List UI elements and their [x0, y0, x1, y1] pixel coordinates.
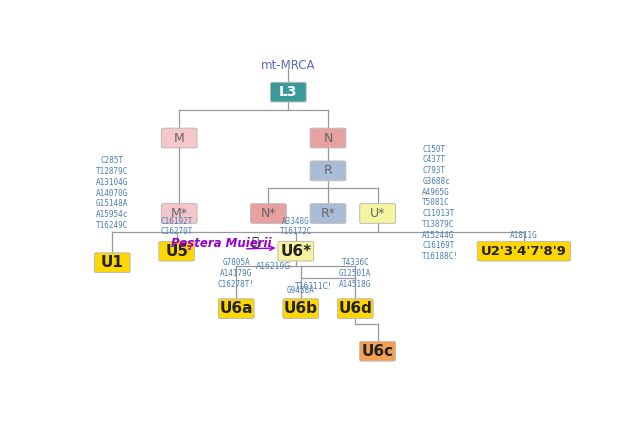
FancyBboxPatch shape — [283, 299, 319, 319]
Text: U6b: U6b — [284, 301, 317, 316]
Text: A16219G: A16219G — [256, 262, 291, 271]
FancyBboxPatch shape — [161, 204, 197, 223]
FancyBboxPatch shape — [218, 299, 254, 319]
Text: N*: N* — [260, 207, 276, 220]
Text: U1: U1 — [101, 255, 124, 270]
Text: A1811G: A1811G — [510, 231, 538, 240]
Text: R*: R* — [321, 207, 335, 220]
Text: C150T
C437T
C793T
G3688c
A4965G
T5081C
C11013T
T13879C
A15244G
C16169T
T16188C!: C150T C437T C793T G3688c A4965G T5081C C… — [422, 144, 460, 261]
FancyBboxPatch shape — [310, 128, 346, 148]
FancyBboxPatch shape — [161, 128, 197, 148]
Text: U*: U* — [370, 207, 385, 220]
FancyBboxPatch shape — [360, 204, 396, 223]
FancyBboxPatch shape — [94, 253, 130, 273]
FancyBboxPatch shape — [271, 82, 306, 102]
FancyBboxPatch shape — [159, 242, 195, 261]
FancyBboxPatch shape — [477, 242, 570, 261]
Text: U2'3'4'7'8'9: U2'3'4'7'8'9 — [481, 245, 567, 258]
FancyBboxPatch shape — [337, 299, 373, 319]
Text: C16192T
C16270T: C16192T C16270T — [161, 217, 193, 236]
FancyBboxPatch shape — [310, 161, 346, 181]
Text: A3348G
T16172C: A3348G T16172C — [280, 217, 312, 236]
Text: G9438A: G9438A — [287, 287, 315, 296]
Text: N: N — [323, 132, 333, 144]
Text: M*: M* — [171, 207, 188, 220]
FancyBboxPatch shape — [251, 204, 286, 223]
Text: U5: U5 — [165, 244, 188, 259]
Text: L3: L3 — [279, 85, 298, 99]
Text: M: M — [174, 132, 184, 144]
Text: U6d: U6d — [339, 301, 372, 316]
Text: T16311C!: T16311C! — [294, 282, 332, 291]
Text: U6*: U6* — [280, 244, 311, 259]
FancyBboxPatch shape — [278, 242, 314, 261]
Text: C285T
T12879C
A13104G
A14070G
G15148A
A15954c
T16249C: C285T T12879C A13104G A14070G G15148A A1… — [96, 156, 129, 230]
Text: T4336C
G12501A
A14518G: T4336C G12501A A14518G — [339, 259, 371, 289]
Text: G7805A
A14179G
C16278T!: G7805A A14179G C16278T! — [218, 259, 255, 289]
Text: 📍: 📍 — [252, 236, 259, 249]
FancyBboxPatch shape — [310, 204, 346, 223]
Text: R: R — [324, 164, 332, 177]
Text: Peştera Muierii: Peştera Muierii — [171, 236, 271, 250]
FancyBboxPatch shape — [360, 341, 396, 361]
Text: U6c: U6c — [362, 344, 394, 359]
Text: mt-MRCA: mt-MRCA — [261, 59, 316, 72]
Text: U6a: U6a — [220, 301, 253, 316]
